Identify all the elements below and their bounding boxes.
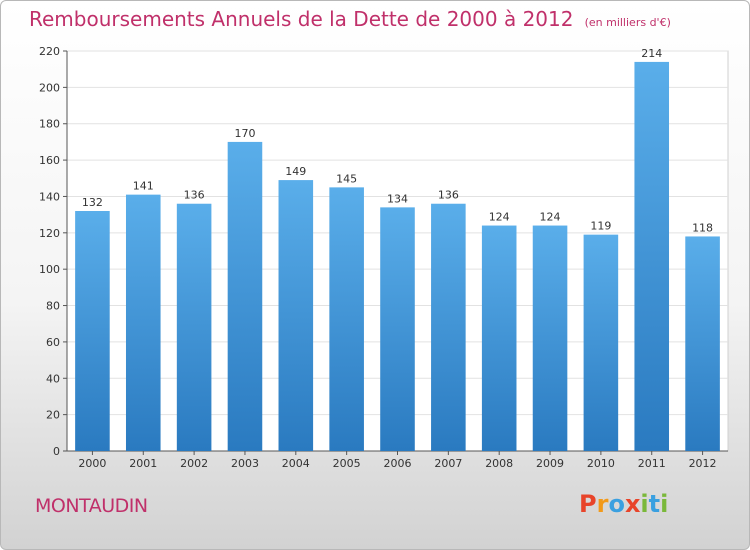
bar — [176, 203, 212, 451]
unit-note: (en milliers d'€) — [584, 16, 671, 29]
bar-value-label: 170 — [234, 127, 255, 140]
y-tick-label: 200 — [39, 81, 60, 94]
bar-value-label: 149 — [285, 165, 306, 178]
bar — [431, 203, 466, 451]
bar — [380, 207, 415, 451]
x-tick-label: 2004 — [282, 457, 310, 470]
x-tick-label: 2006 — [384, 457, 412, 470]
x-tick-label: 2007 — [434, 457, 462, 470]
logo-letter: t — [648, 490, 661, 518]
bar — [532, 225, 568, 451]
place-name: MONTAUDIN — [35, 495, 148, 517]
bar-value-label: 118 — [692, 221, 713, 234]
bar-value-label: 124 — [489, 211, 510, 224]
y-tick-label: 160 — [39, 154, 60, 167]
x-tick-label: 2000 — [78, 457, 106, 470]
bar-value-label: 145 — [336, 172, 357, 185]
bar-value-label: 136 — [438, 189, 459, 202]
bar — [278, 180, 314, 451]
bar-value-label: 214 — [641, 47, 662, 60]
proxiti-logo: Proxiti — [579, 490, 668, 518]
y-tick-label: 180 — [39, 118, 60, 131]
x-tick-label: 2009 — [536, 457, 564, 470]
chart-title-block: Remboursements Annuels de la Dette de 20… — [29, 7, 671, 31]
y-tick-label: 40 — [46, 372, 60, 385]
x-tick-label: 2003 — [231, 457, 259, 470]
y-tick-label: 60 — [46, 336, 60, 349]
x-tick-label: 2008 — [485, 457, 513, 470]
x-tick-label: 2005 — [333, 457, 361, 470]
y-tick-label: 100 — [39, 263, 60, 276]
y-tick-label: 120 — [39, 227, 60, 240]
bar-value-label: 134 — [387, 192, 408, 205]
bar-value-label: 124 — [540, 211, 561, 224]
bar — [75, 211, 110, 451]
bar — [583, 234, 619, 451]
x-tick-label: 2012 — [689, 457, 717, 470]
x-tick-label: 2001 — [129, 457, 157, 470]
x-tick-label: 2010 — [587, 457, 615, 470]
y-tick-label: 20 — [46, 409, 60, 422]
logo-letter: P — [579, 490, 597, 518]
bar — [329, 187, 364, 451]
x-tick-label: 2011 — [638, 457, 666, 470]
bar — [634, 61, 670, 452]
bar-value-label: 136 — [184, 189, 205, 202]
bar — [125, 194, 161, 452]
logo-letter: o — [608, 490, 625, 518]
y-tick-label: 220 — [39, 45, 60, 58]
y-tick-label: 80 — [46, 300, 60, 313]
bar — [685, 236, 720, 451]
bar-value-label: 132 — [82, 196, 103, 209]
x-tick-label: 2002 — [180, 457, 208, 470]
bar-value-label: 119 — [590, 220, 611, 233]
logo-letter: r — [596, 490, 609, 518]
logo-letter: i — [640, 490, 649, 518]
bar — [481, 225, 517, 451]
bar-value-label: 141 — [133, 180, 154, 193]
y-tick-label: 0 — [53, 445, 60, 458]
chart-title: Remboursements Annuels de la Dette de 20… — [29, 7, 574, 31]
y-tick-label: 140 — [39, 190, 60, 203]
logo-letter: i — [660, 490, 669, 518]
bar — [227, 141, 263, 451]
logo-letter: x — [624, 490, 641, 518]
